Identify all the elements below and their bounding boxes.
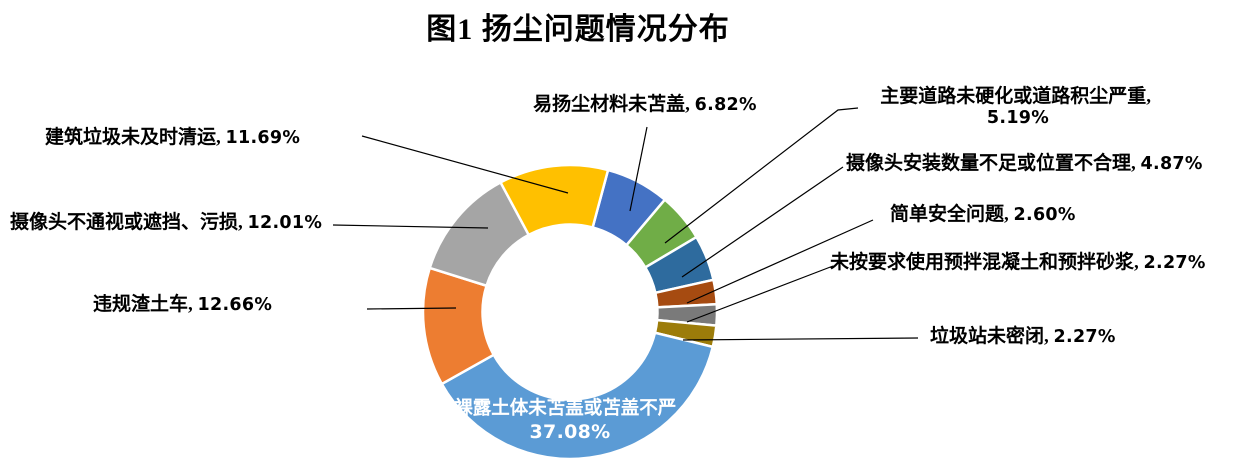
leader-line (664, 107, 859, 244)
label-jianzhu-laji: 建筑垃圾未及时清运, 11.69% (45, 127, 301, 148)
label-lajizhan: 垃圾站未密闭, 2.27% (930, 326, 1116, 347)
leader-line (361, 135, 569, 194)
label-zhuyao-daolu: 主要道路未硬化或道路积尘严重, 5.19% (880, 86, 1156, 129)
label-shexiangtou-butongshi: 摄像头不通视或遮挡、污损, 12.01% (10, 212, 323, 233)
chart-title: 图1 扬尘问题情况分布 (426, 13, 730, 46)
leader-line (686, 265, 834, 323)
leader-line (682, 337, 919, 341)
leader-lines (332, 107, 919, 341)
label-yiyangchen-cailiao: 易扬尘材料未苫盖, 6.82% (533, 94, 757, 115)
leader-line (629, 126, 648, 212)
donut-slice-9 (498, 163, 610, 237)
label-jiandan-anquan: 简单安全问题, 2.60% (890, 204, 1076, 225)
label-weigui-zhatuche: 违规渣土车, 12.66% (93, 294, 273, 315)
leader-line (681, 166, 844, 278)
leader-line (686, 219, 874, 304)
donut-slices (421, 163, 719, 461)
label-yuban-hunningtu: 未按要求使用预拌混凝土和预拌砂浆, 2.27% (830, 252, 1206, 273)
leader-line (366, 307, 457, 310)
label-shexiangtou-anzhuang: 摄像头安装数量不足或位置不合理, 4.87% (846, 153, 1203, 174)
leader-line (332, 224, 489, 229)
label-luolu-tuti: 裸露土体未苫盖或苫盖不严, 37.08% (454, 398, 686, 443)
donut-slice-6 (440, 331, 715, 461)
